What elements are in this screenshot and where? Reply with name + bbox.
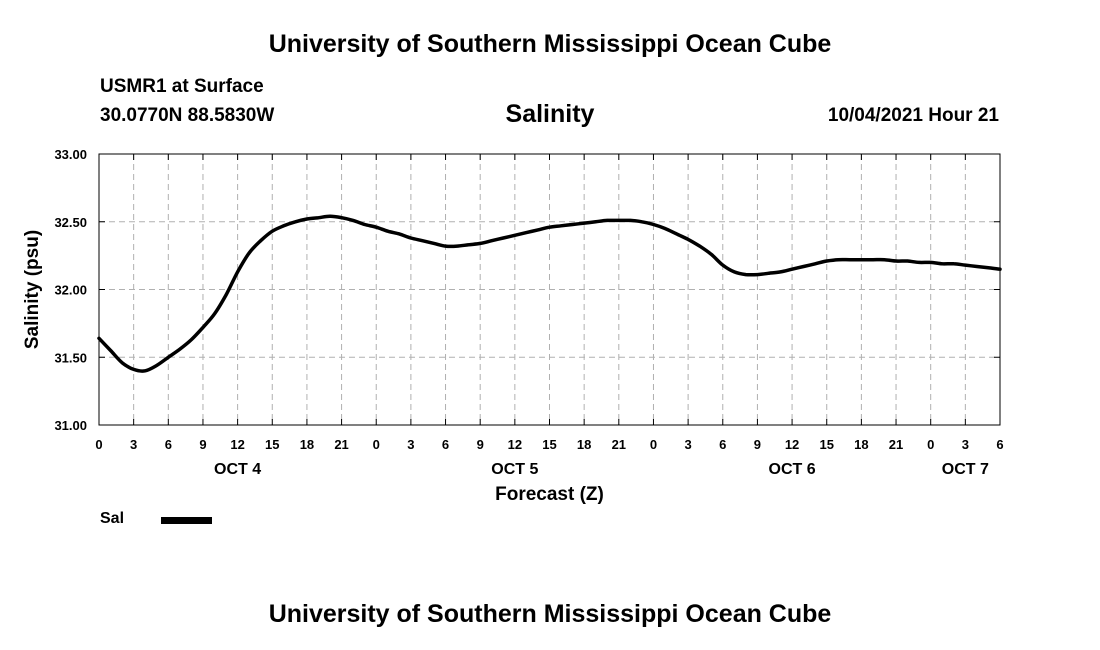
x-tick-label: 12 (785, 437, 799, 452)
y-axis-labels: 31.00 31.50 32.00 32.50 33.00 (54, 147, 87, 433)
x-tick-label: 15 (265, 437, 279, 452)
y-tick-label: 32.50 (54, 215, 87, 230)
legend-swatch (161, 517, 212, 524)
x-tick-label: 12 (508, 437, 522, 452)
y-tick-label: 31.50 (54, 350, 87, 365)
x-axis-labels: 0 3 6 9 12 15 18 21 0 3 6 9 12 15 18 21 0 3 6 9 12 15 18 21 0 3 6 (95, 437, 1003, 452)
x-tick-label: 0 (650, 437, 657, 452)
x-tick-label: 0 (95, 437, 102, 452)
x-tick-label: 6 (996, 437, 1003, 452)
station-name: USMR1 at Surface (100, 76, 264, 97)
series-line-sal (97, 214, 1002, 373)
x-tick-label: 3 (684, 437, 691, 452)
legend-label: Sal (100, 510, 125, 527)
x-tick-label: 0 (373, 437, 380, 452)
footer-title: University of Southern Mississippi Ocean… (268, 600, 832, 628)
x-tick-label: 15 (819, 437, 833, 452)
forecast-time: 10/04/2021 Hour 21 (827, 105, 999, 126)
x-tick-label: 15 (542, 437, 556, 452)
x-tick-label: 9 (199, 437, 206, 452)
x-tick-label: 6 (442, 437, 449, 452)
x-tick-label: 21 (889, 437, 903, 452)
x-tick-label: 18 (300, 437, 314, 452)
x-tick-label: 18 (577, 437, 591, 452)
date-label: OCT 7 (942, 461, 989, 478)
x-tick-label: 9 (754, 437, 761, 452)
y-axis-title: Salinity (psu) (22, 230, 43, 349)
x-tick-label: 9 (477, 437, 484, 452)
x-tick-label: 3 (407, 437, 414, 452)
x-tick-label: 21 (334, 437, 348, 452)
x-tick-label: 21 (612, 437, 626, 452)
page-title: University of Southern Mississippi Ocean… (268, 30, 832, 58)
date-label: OCT 6 (769, 461, 816, 478)
x-axis-ticks (98, 154, 1001, 425)
x-tick-label: 0 (927, 437, 934, 452)
x-axis-title: Forecast (Z) (495, 484, 604, 505)
date-labels: OCT 4 OCT 5 OCT 6 OCT 7 (214, 461, 989, 478)
station-coordinates: 30.0770N 88.5830W (100, 105, 275, 126)
x-tick-label: 6 (719, 437, 726, 452)
date-label: OCT 5 (491, 461, 538, 478)
chart-title: Salinity (505, 100, 595, 128)
grid (99, 154, 1000, 425)
x-tick-label: 18 (854, 437, 868, 452)
y-tick-label: 33.00 (54, 147, 87, 162)
y-tick-label: 31.00 (54, 418, 87, 433)
date-label: OCT 4 (214, 461, 261, 478)
y-tick-label: 32.00 (54, 283, 87, 298)
x-tick-label: 6 (165, 437, 172, 452)
x-tick-label: 3 (130, 437, 137, 452)
x-tick-label: 3 (962, 437, 969, 452)
plot-frame (98, 153, 1001, 426)
x-tick-label: 12 (230, 437, 244, 452)
